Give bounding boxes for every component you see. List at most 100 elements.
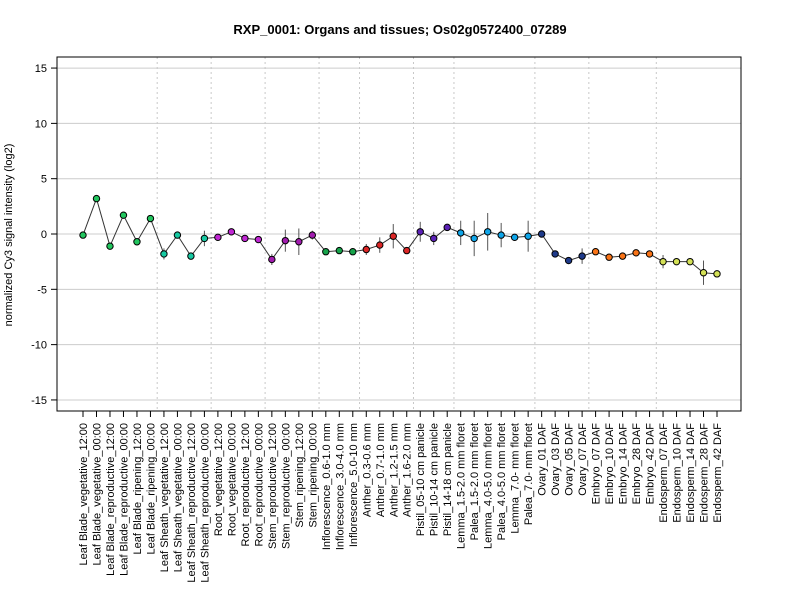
x-tick-label: Root_vegetative_00:00 xyxy=(226,423,238,536)
x-tick-label: Inflorescence_5.0-10 mm xyxy=(348,423,360,547)
x-tick-label: Ovary_07 DAF xyxy=(577,423,589,496)
data-point xyxy=(430,234,438,243)
x-tick-label: Anther_1.6-2.0 mm xyxy=(402,423,414,517)
x-tick-label: Embryo_42 DAF xyxy=(645,423,657,505)
x-tick-label: Root_reproductive_12:00 xyxy=(240,423,252,547)
data-point xyxy=(173,231,182,239)
x-tick-label: Inflorescence_0.6-1.0 mm xyxy=(321,423,333,550)
x-tick-label: Pistil_14-18 cm panicle xyxy=(442,423,454,536)
data-point xyxy=(214,233,222,242)
x-tick-label: Leaf Blade_reproductive_12:00 xyxy=(105,423,117,576)
data-point xyxy=(362,245,370,254)
data-point xyxy=(591,248,600,256)
x-tick-label: Embryo_10 DAF xyxy=(604,423,616,505)
data-point xyxy=(551,250,559,258)
x-tick-label: Endosperm_28 DAF xyxy=(699,423,711,523)
data-points xyxy=(79,194,721,278)
data-point xyxy=(106,242,114,250)
data-point xyxy=(79,231,87,239)
x-tick-label: Leaf Blade_vegetative_00:00 xyxy=(91,423,103,566)
x-tick-label: Endosperm_14 DAF xyxy=(685,423,697,523)
y-tick-label: 10 xyxy=(35,118,47,130)
x-axis: Leaf Blade_vegetative_12:00 Leaf Blade_ve… xyxy=(78,411,724,583)
y-tick-label: 0 xyxy=(41,229,47,241)
x-tick-label: Embryo_28 DAF xyxy=(631,423,643,505)
data-point xyxy=(403,246,411,255)
y-axis-label: normalized Cy3 signal intensity (log2) xyxy=(3,144,15,327)
data-point xyxy=(618,252,627,260)
data-point xyxy=(160,250,168,258)
data-point xyxy=(483,228,492,236)
y-tick-label: 15 xyxy=(35,63,47,75)
x-tick-label: Stem_ripening_00:00 xyxy=(307,423,319,528)
data-point xyxy=(295,238,303,246)
x-tick-label: Palea_4.0-5.0 mm floret xyxy=(496,423,508,540)
y-axis: -15 -10 -5 0 5 10 15 xyxy=(31,63,57,407)
x-tick-label: Palea_7.0- mm floret xyxy=(523,423,535,525)
y-tick-label: -15 xyxy=(31,395,47,407)
chart-title: RXP_0001: Organs and tissues; Os02g05724… xyxy=(233,22,566,37)
x-tick-label: Leaf Sheath_reproductive_00:00 xyxy=(199,423,211,583)
data-point xyxy=(200,234,209,243)
data-point xyxy=(510,233,519,242)
data-point xyxy=(335,246,343,255)
x-tick-label: Leaf Blade_ripening_12:00 xyxy=(132,423,144,555)
x-tick-label: Root_vegetative_12:00 xyxy=(213,423,225,536)
x-tick-label: Inflorescence_3.0-4.0 mm xyxy=(334,423,346,550)
x-tick-label: Endosperm_42 DAF xyxy=(712,423,724,523)
data-point xyxy=(322,248,330,256)
data-point xyxy=(537,230,546,238)
data-point xyxy=(564,256,573,265)
data-point xyxy=(645,250,654,258)
plot-grid xyxy=(57,67,741,401)
x-tick-label: Pistil_05-10 cm panicle xyxy=(415,423,427,536)
x-tick-label: Endosperm_07 DAF xyxy=(658,423,670,523)
data-point xyxy=(119,211,128,219)
y-tick-label: -10 xyxy=(31,340,47,352)
x-tick-label: Leaf Blade_vegetative_12:00 xyxy=(78,423,90,566)
data-point xyxy=(349,248,357,256)
x-tick-label: Endosperm_10 DAF xyxy=(672,423,684,523)
x-tick-label: Leaf Sheath_reproductive_12:00 xyxy=(186,423,198,583)
x-tick-label: Lemma_1.5-2.0 mm floret xyxy=(456,423,468,549)
data-point xyxy=(632,249,640,257)
error-bars xyxy=(82,195,718,285)
data-point xyxy=(605,253,613,261)
data-point xyxy=(672,257,681,266)
data-point xyxy=(92,194,101,203)
x-tick-label: Pistil_10-14 cm panicle xyxy=(429,423,441,536)
data-point xyxy=(389,232,397,240)
data-point xyxy=(686,257,694,266)
x-tick-label: Lemma_4.0-5.0 mm floret xyxy=(483,423,495,549)
x-tick-label: Leaf Sheath_vegetative_12:00 xyxy=(159,423,171,572)
data-point xyxy=(187,252,195,260)
data-point xyxy=(578,252,586,260)
x-tick-label: Stem_reproductive_00:00 xyxy=(280,423,292,549)
x-tick-label: Leaf Blade_reproductive_00:00 xyxy=(118,423,130,576)
data-point xyxy=(241,234,249,243)
x-tick-label: Leaf Blade_ripening_00:00 xyxy=(145,423,157,555)
x-tick-label: Stem_ripening_12:00 xyxy=(294,423,306,528)
data-point xyxy=(457,229,465,237)
x-tick-label: Ovary_03 DAF xyxy=(550,423,562,496)
data-point xyxy=(470,234,478,243)
x-tick-label: Palea_1.5-2.0 mm floret xyxy=(469,423,481,540)
data-point xyxy=(713,270,721,278)
data-point xyxy=(524,232,532,240)
data-point xyxy=(699,269,708,277)
data-point xyxy=(443,223,451,232)
data-point xyxy=(376,241,384,249)
x-tick-label: Ovary_01 DAF xyxy=(537,423,549,496)
data-point xyxy=(227,228,236,236)
data-point xyxy=(146,214,155,223)
data-point xyxy=(659,257,667,266)
data-point xyxy=(416,228,424,236)
data-point xyxy=(268,255,276,264)
y-tick-label: 5 xyxy=(41,174,47,186)
data-point xyxy=(254,235,263,244)
x-tick-label: Ovary_05 DAF xyxy=(564,423,576,496)
x-tick-label: Anther_0.3-0.6 mm xyxy=(361,423,373,517)
data-point xyxy=(281,236,290,245)
x-tick-label: Embryo_07 DAF xyxy=(591,423,603,505)
